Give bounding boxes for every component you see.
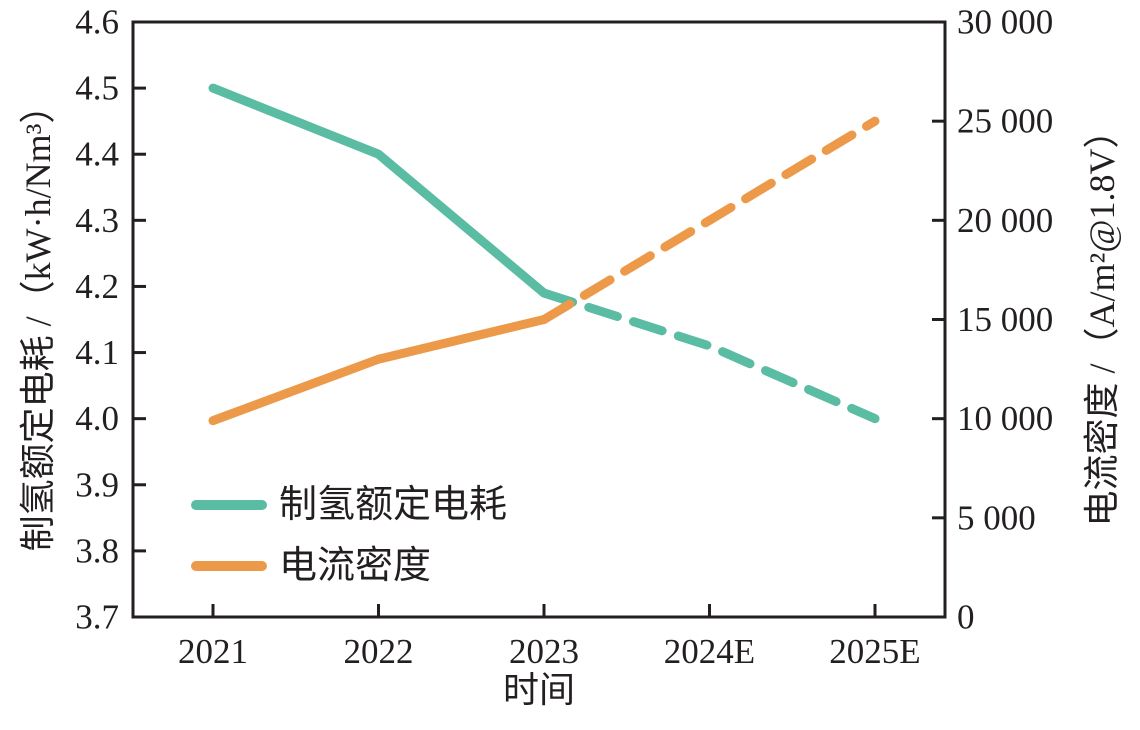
y-right-tick-label: 5 000: [957, 498, 1036, 537]
y-left-tick-label: 4.5: [75, 69, 119, 108]
series-line-solid-1: [208, 315, 549, 426]
legend-label-0: 制氢额定电耗: [279, 484, 507, 526]
x-axis-title: 时间: [503, 670, 575, 710]
y-left-tick-label: 4.0: [75, 399, 119, 438]
y-right-tick-label: 15 000: [957, 300, 1053, 339]
y-left-axis-title: 制氢额定电耗 /（kW·h/Nm³）: [18, 88, 58, 552]
y-left-tick-label: 4.6: [75, 3, 119, 42]
y-left-tick-label: 4.3: [75, 201, 119, 240]
series-line-solid-0: [208, 83, 549, 298]
y-left-tick-label: 3.7: [75, 598, 119, 637]
y-right-tick-label: 25 000: [957, 102, 1053, 141]
y-left-tick-label: 3.9: [75, 465, 119, 504]
y-right-tick-label: 20 000: [957, 201, 1053, 240]
y-left-tick-label: 4.2: [75, 267, 119, 306]
y-left-tick-label: 4.1: [75, 333, 119, 372]
y-right-axis-title: 电流密度 /（A/m²@1.8V）: [1082, 113, 1122, 527]
x-tick-label: 2022: [344, 632, 414, 671]
y-left-tick-label: 3.8: [75, 531, 119, 570]
x-tick-label: 2025E: [829, 632, 920, 671]
y-left-tick-label: 4.4: [75, 135, 119, 174]
x-tick-label: 2021: [178, 632, 248, 671]
y-right-tick-label: 0: [957, 598, 975, 637]
legend-label-1: 电流密度: [279, 545, 431, 587]
y-right-tick-label: 30 000: [957, 3, 1053, 42]
series-line-dashed-0: [539, 288, 880, 424]
y-right-tick-label: 10 000: [957, 399, 1053, 438]
x-tick-label: 2023: [509, 632, 579, 671]
x-tick-label: 2024E: [664, 632, 755, 671]
series-line-dashed-1: [539, 116, 880, 324]
